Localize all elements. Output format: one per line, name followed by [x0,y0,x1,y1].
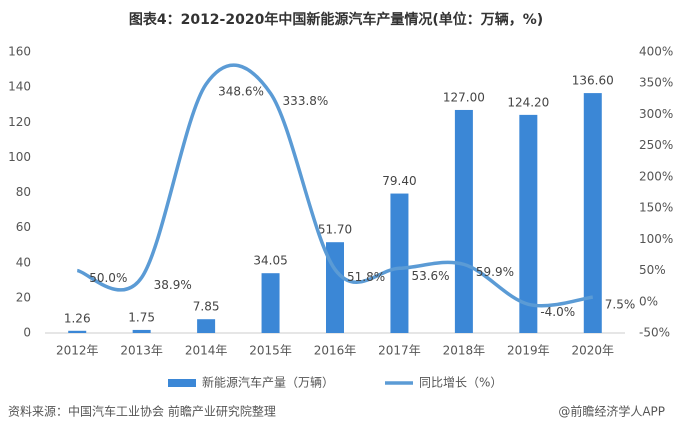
legend-label: 新能源汽车产量（万辆） [202,375,334,390]
bar [390,193,409,333]
y2-tick-label: 400% [639,45,673,59]
line-label: 59.9% [476,265,514,279]
y2-tick-label: 150% [639,201,673,215]
bar [132,329,151,333]
x-tick-label: 2020年 [572,344,615,358]
y2-tick-label: 300% [639,107,673,121]
y-tick-label: 100 [8,150,31,164]
y2-tick-label: 250% [639,138,673,152]
legend-swatch [168,379,196,387]
line-label: 53.6% [411,269,449,283]
bar-label: 79.40 [382,174,416,188]
bar-label: 34.05 [253,254,287,268]
x-tick-label: 2015年 [249,344,292,358]
bar-label: 1.75 [128,310,155,324]
y-tick-label: 80 [16,185,31,199]
bar [68,330,87,333]
y2-tick-label: 50% [639,263,666,277]
x-tick-label: 2012年 [56,344,99,358]
x-tick-label: 2014年 [185,344,228,358]
y-tick-label: 20 [16,290,31,304]
y2-tick-label: 200% [639,169,673,183]
line-label: 7.5% [605,298,636,312]
y-tick-label: 160 [8,45,31,59]
x-tick-label: 2016年 [314,344,357,358]
y2-tick-label: 100% [639,232,673,246]
bar [583,93,602,333]
legend-label: 同比增长（%） [419,376,502,390]
y-tick-label: 0 [23,326,31,340]
bar [519,114,538,333]
y-tick-label: 120 [8,115,31,129]
chart-title: 图表4：2012-2020年中国新能源汽车产量情况(单位：万辆，%) [129,11,543,28]
bar [261,273,280,333]
line-label: 333.8% [283,94,329,108]
y-tick-label: 140 [8,80,31,94]
y-tick-label: 60 [16,220,31,234]
line-label: -4.0% [540,305,575,319]
bar [197,319,216,333]
line-label: 38.9% [154,278,192,292]
x-tick-label: 2017年 [378,344,421,358]
bar-label: 136.60 [572,74,614,88]
bar-label: 51.70 [318,223,352,237]
source: 资料来源：中国汽车工业协会 前瞻产业研究院整理 [8,404,276,419]
line-label: 348.6% [218,85,264,99]
bar-label: 1.26 [64,311,91,325]
y2-tick-label: -50% [639,326,670,340]
x-tick-label: 2019年 [507,344,550,358]
line-label: 51.8% [347,270,385,284]
x-tick-label: 2013年 [120,344,163,358]
bar-label: 124.20 [507,95,549,109]
bar [454,109,473,333]
line [76,63,594,308]
y2-tick-label: 350% [639,76,673,90]
bar-label: 7.85 [193,300,220,314]
credit: @前瞻经济学人APP [558,404,665,419]
y2-tick-label: 0% [639,294,658,308]
line-label: 50.0% [89,271,127,285]
x-tick-label: 2018年 [443,344,486,358]
bar-label: 127.00 [443,90,485,104]
y-tick-label: 40 [16,255,31,269]
